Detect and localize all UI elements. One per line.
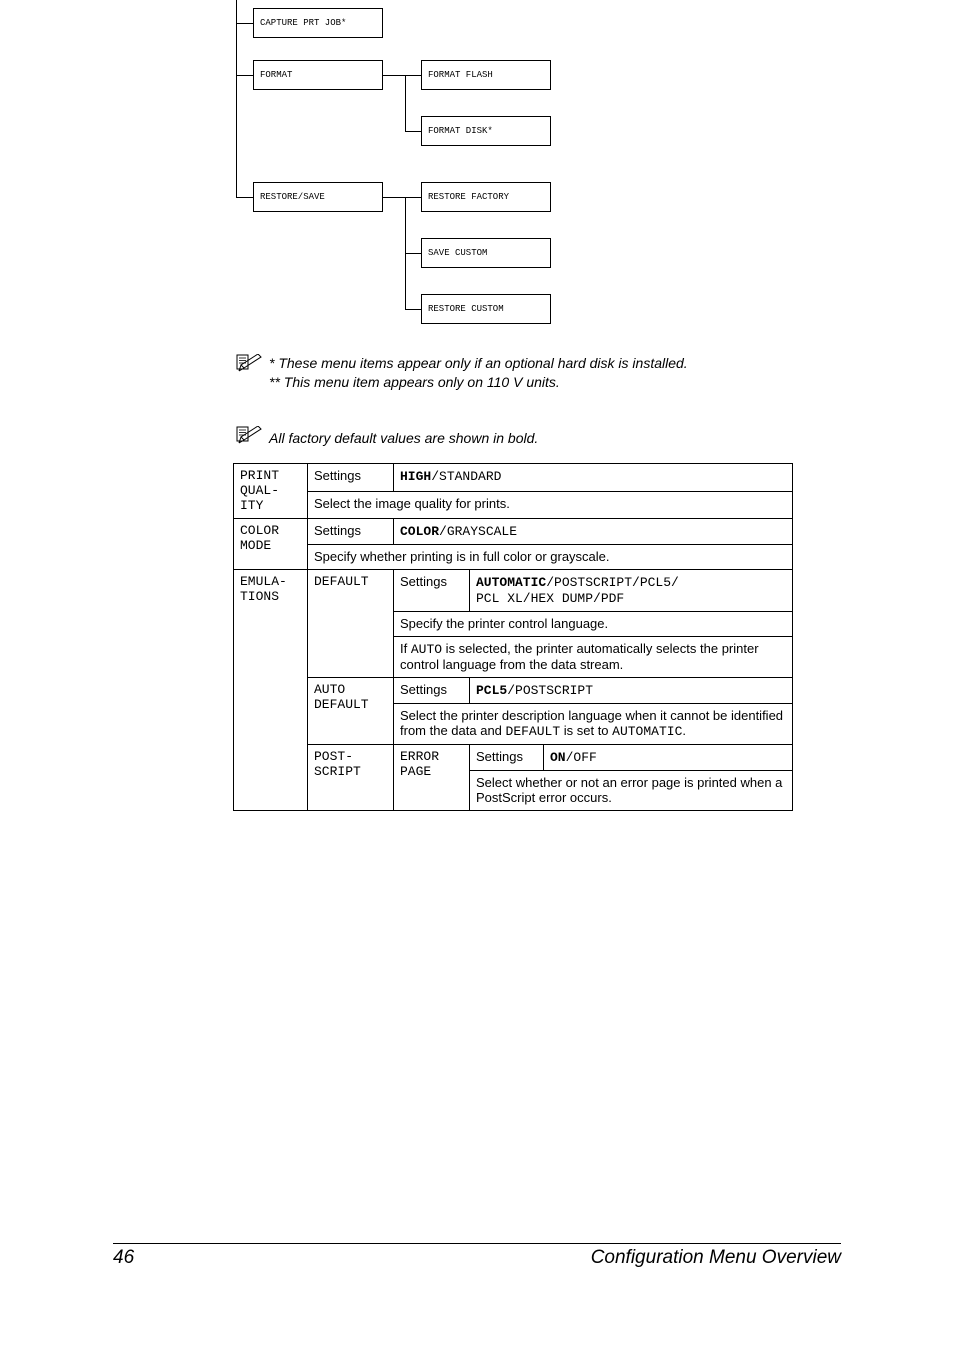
cell-settings-label: Settings xyxy=(394,677,470,703)
diagram-line xyxy=(405,75,406,132)
note-line-1: * These menu items appear only if an opt… xyxy=(269,355,688,371)
node-label: RESTORE FACTORY xyxy=(428,192,509,202)
desc-part: DEFAULT xyxy=(506,724,561,739)
note-text: * These menu items appear only if an opt… xyxy=(269,354,793,392)
desc-part: is set to xyxy=(560,723,612,738)
node-label: CAPTURE PRT JOB* xyxy=(260,18,346,28)
diagram-line xyxy=(405,197,421,198)
footer-title: Configuration Menu Overview xyxy=(591,1247,841,1269)
diagram-line xyxy=(405,75,421,76)
cell-settings-label: Settings xyxy=(470,744,544,770)
node-label: RESTORE CUSTOM xyxy=(428,304,504,314)
row-name-color-mode: COLORMODE xyxy=(234,518,308,569)
cell-settings-value: PCL5/POSTSCRIPT xyxy=(470,677,793,703)
node-restore-factory: RESTORE FACTORY xyxy=(421,182,551,212)
note-text: All factory default values are shown in … xyxy=(269,426,793,448)
diagram-line xyxy=(405,309,421,310)
node-label: FORMAT FLASH xyxy=(428,70,493,80)
cell-settings-label: Settings xyxy=(394,569,470,611)
cell-desc: Specify whether printing is in full colo… xyxy=(308,544,793,569)
cell-auto-default-label: AUTODEFAULT xyxy=(308,677,394,744)
desc-part: is selected, the printer automatically s… xyxy=(400,641,759,672)
node-restore-save: RESTORE/SAVE xyxy=(253,182,383,212)
menu-tree-diagram: CAPTURE PRT JOB* FORMAT FORMAT FLASH FOR… xyxy=(233,0,583,330)
diagram-line xyxy=(236,0,237,198)
node-capture-prt-job: CAPTURE PRT JOB* xyxy=(253,8,383,38)
cell-desc: Select the image quality for prints. xyxy=(308,491,793,518)
diagram-line xyxy=(383,75,405,76)
note-block-1: * These menu items appear only if an opt… xyxy=(233,354,793,392)
row-name-print-quality: PRINTQUAL-ITY xyxy=(234,463,308,518)
diagram-line xyxy=(236,197,253,198)
node-format-flash: FORMAT FLASH xyxy=(421,60,551,90)
note-line-2: ** This menu item appears only on 110 V … xyxy=(269,374,560,390)
node-label: FORMAT DISK* xyxy=(428,126,493,136)
desc-part: If xyxy=(400,641,411,656)
page-number: 46 xyxy=(113,1247,134,1269)
row-name-emulations: EMULA-TIONS xyxy=(234,569,308,810)
desc-part: AUTO xyxy=(411,642,442,657)
cell-desc: Specify the printer control language. xyxy=(394,611,793,636)
node-restore-custom: RESTORE CUSTOM xyxy=(421,294,551,324)
node-save-custom: SAVE CUSTOM xyxy=(421,238,551,268)
cell-desc: Select whether or not an error page is p… xyxy=(470,770,793,810)
diagram-line xyxy=(405,253,421,254)
cell-default-label: DEFAULT xyxy=(308,569,394,677)
cell-settings-value: AUTOMATIC/POSTSCRIPT/PCL5/PCL XL/HEX DUM… xyxy=(470,569,793,611)
desc-part: . xyxy=(682,723,686,738)
page-footer: 46 Configuration Menu Overview xyxy=(113,1243,841,1269)
node-label: FORMAT xyxy=(260,70,292,80)
note-icon xyxy=(233,426,263,449)
cell-settings-value: COLOR/GRAYSCALE xyxy=(394,518,793,544)
diagram-line xyxy=(236,23,253,24)
desc-part: AUTOMATIC xyxy=(612,724,682,739)
cell-settings-label: Settings xyxy=(308,463,394,491)
settings-table: PRINTQUAL-ITY Settings HIGH/STANDARD Sel… xyxy=(233,463,793,811)
diagram-line xyxy=(383,197,405,198)
diagram-line xyxy=(405,131,421,132)
node-label: RESTORE/SAVE xyxy=(260,192,325,202)
node-label: SAVE CUSTOM xyxy=(428,248,487,258)
node-format: FORMAT xyxy=(253,60,383,90)
note-icon xyxy=(233,354,263,377)
node-format-disk: FORMAT DISK* xyxy=(421,116,551,146)
cell-desc: Select the printer description language … xyxy=(394,703,793,744)
cell-settings-value: HIGH/STANDARD xyxy=(394,463,793,491)
note-block-2: All factory default values are shown in … xyxy=(233,426,793,449)
cell-desc: If AUTO is selected, the printer automat… xyxy=(394,636,793,677)
cell-settings-label: Settings xyxy=(308,518,394,544)
cell-settings-value: ON/OFF xyxy=(544,744,793,770)
cell-error-page-label: ERRORPAGE xyxy=(394,744,470,810)
cell-postscript-label: POST-SCRIPT xyxy=(308,744,394,810)
diagram-line xyxy=(236,75,253,76)
